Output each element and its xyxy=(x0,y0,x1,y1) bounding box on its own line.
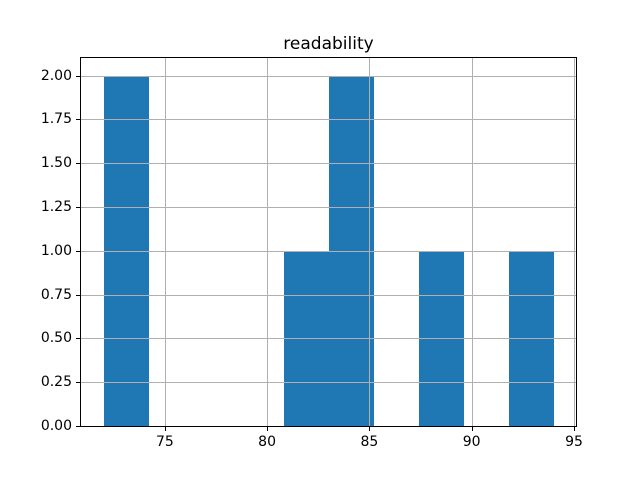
x-tick-mark xyxy=(267,427,269,431)
gridline-vertical xyxy=(471,58,473,426)
y-axis-tick-label: 0.75 xyxy=(40,286,72,303)
gridline-vertical xyxy=(164,58,166,426)
gridline-horizontal xyxy=(81,250,576,252)
plot-area xyxy=(80,57,577,427)
y-axis-tick-label: 1.00 xyxy=(40,242,72,259)
y-axis-tick-label: 0.25 xyxy=(40,374,72,391)
x-tick-mark xyxy=(471,427,473,431)
x-axis-tick-label: 95 xyxy=(565,434,583,450)
y-axis-tick-label: 0.50 xyxy=(40,330,72,347)
gridline-horizontal xyxy=(81,426,576,427)
y-tick-mark xyxy=(76,294,80,296)
x-tick-mark xyxy=(574,427,575,431)
y-tick-mark xyxy=(76,382,80,384)
y-axis-tick-label: 1.50 xyxy=(40,155,72,172)
x-axis-tick-label: 80 xyxy=(258,434,276,450)
y-tick-mark xyxy=(76,250,80,252)
gridline-horizontal xyxy=(81,163,576,165)
gridline-horizontal xyxy=(81,294,576,296)
x-axis-tick-label: 75 xyxy=(155,434,174,450)
gridline-horizontal xyxy=(81,119,576,121)
y-axis-tick-label: 1.75 xyxy=(40,111,72,128)
y-tick-mark xyxy=(76,426,80,427)
x-axis-tick-label: 90 xyxy=(462,434,481,450)
y-tick-mark xyxy=(76,338,80,340)
gridline-vertical xyxy=(574,58,575,426)
y-axis-tick-label: 0.00 xyxy=(40,418,72,434)
x-tick-mark xyxy=(164,427,166,431)
y-tick-mark xyxy=(76,163,80,165)
gridline-horizontal xyxy=(81,382,576,384)
gridline-horizontal xyxy=(81,207,576,208)
gridline-horizontal xyxy=(81,338,576,340)
chart-title: readability xyxy=(283,34,374,54)
histogram-bar xyxy=(328,75,374,426)
gridline-vertical xyxy=(369,58,371,426)
histogram-bar xyxy=(103,75,149,426)
y-tick-mark xyxy=(76,207,80,208)
y-axis-tick-label: 1.25 xyxy=(40,199,72,215)
y-tick-mark xyxy=(76,75,80,77)
x-tick-mark xyxy=(369,427,371,431)
y-tick-mark xyxy=(76,119,80,121)
y-axis-tick-label: 2.00 xyxy=(40,67,72,84)
x-axis-tick-label: 85 xyxy=(360,434,379,450)
gridline-vertical xyxy=(267,58,269,426)
gridline-horizontal xyxy=(81,75,576,77)
